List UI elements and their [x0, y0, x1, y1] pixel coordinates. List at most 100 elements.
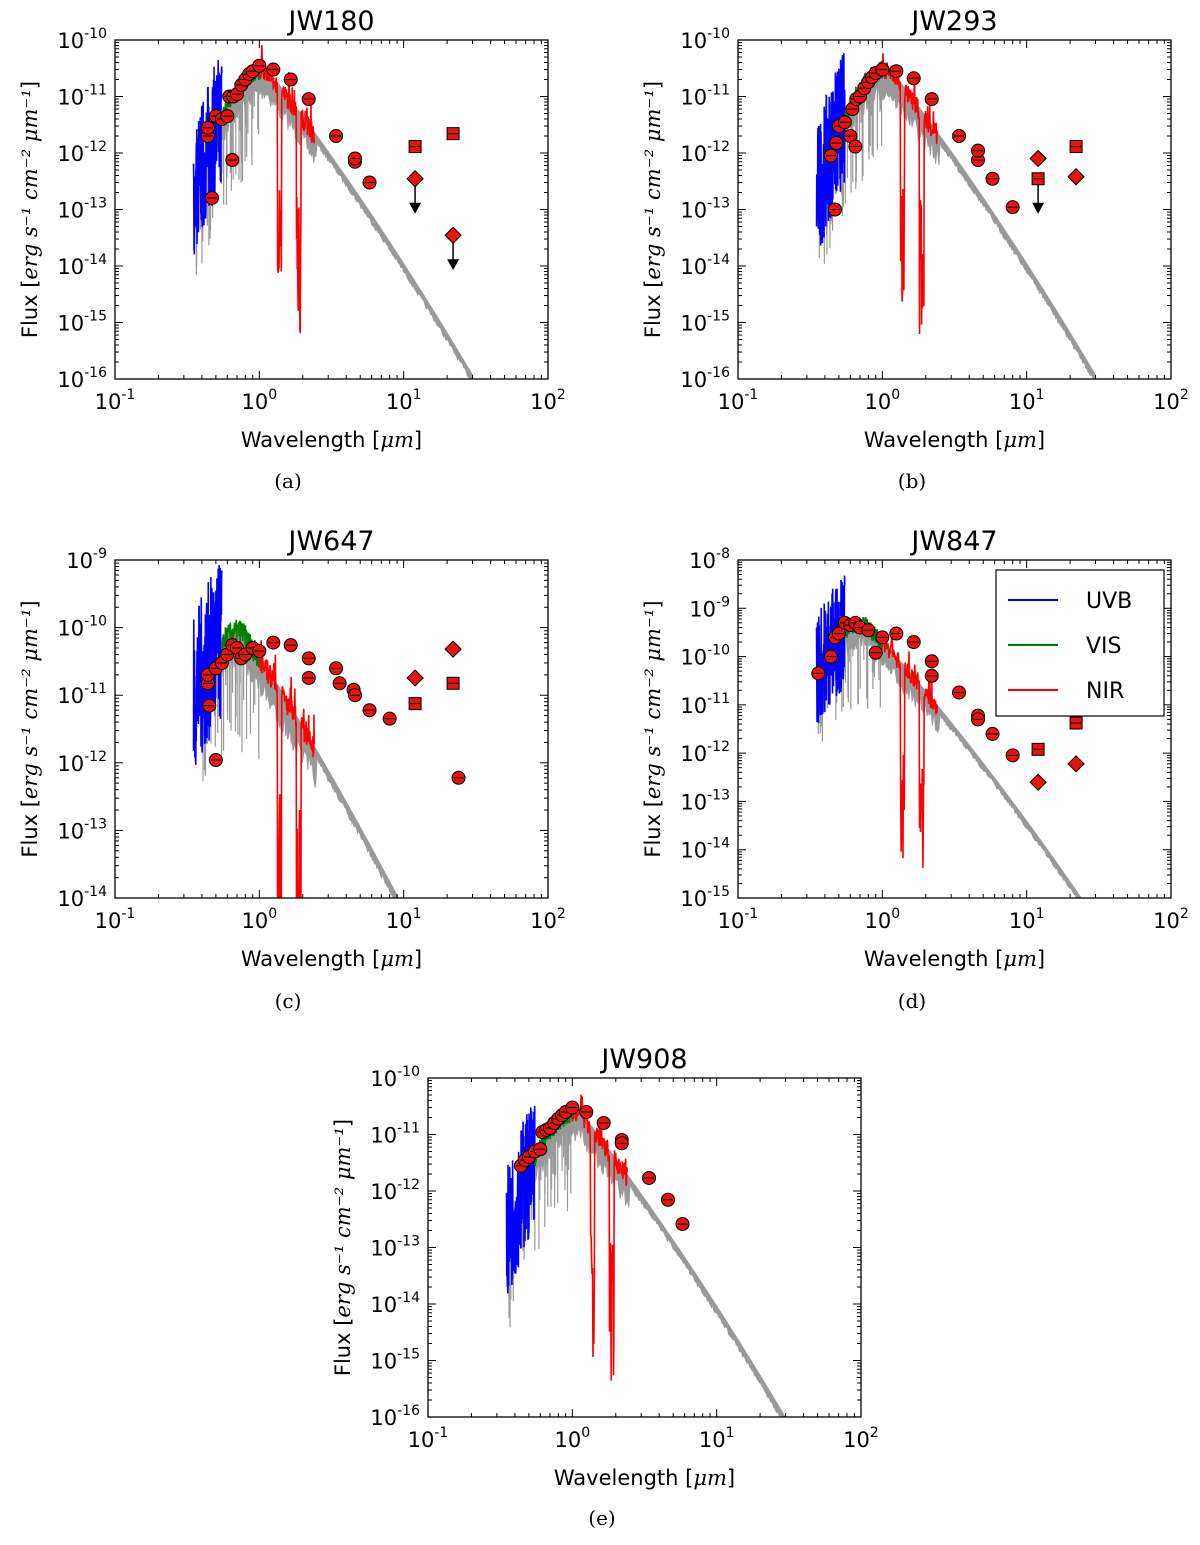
x-axis-label: Wavelength [μm]: [864, 428, 1045, 452]
model-sed-band: [816, 66, 1097, 379]
panel-e: 10-1 100 101 102 10-16 10-15 10-14 10-13 10-12 10…: [331, 1044, 879, 1530]
y-tick-label: 10-15: [680, 884, 730, 911]
spectrum-uvb: [192, 564, 223, 765]
y-tick-label: 10-14: [57, 252, 107, 279]
y-tick-label: 10-11: [370, 1121, 420, 1148]
y-tick-label: 10-15: [370, 1347, 420, 1374]
y-axis-label: Flux [erg s⁻¹ cm⁻² μm⁻¹]: [18, 600, 42, 857]
y-tick-label: 10-16: [370, 1403, 420, 1430]
spectrum-nir: [881, 634, 939, 868]
y-tick-label: 10-14: [370, 1290, 420, 1317]
y-tick-label: 10-13: [680, 787, 730, 814]
panel-caption: (b): [898, 469, 926, 493]
x-tick-label: 102: [843, 1425, 879, 1452]
y-tick-label: 10-11: [680, 691, 730, 718]
y-tick-label: 10-15: [680, 309, 730, 336]
panel-caption: (d): [898, 989, 926, 1013]
y-tick-label: 10-13: [57, 816, 107, 843]
y-axis-label: Flux [erg s⁻¹ cm⁻² μm⁻¹]: [641, 81, 665, 338]
x-tick-label: 100: [865, 906, 901, 933]
y-tick-label: 10-12: [57, 749, 107, 776]
x-tick-label: 101: [386, 387, 422, 414]
y-tick-label: 10-14: [680, 252, 730, 279]
x-tick-label: 102: [530, 387, 566, 414]
y-tick-label: 10-8: [689, 546, 730, 573]
x-tick-label: 101: [386, 906, 422, 933]
photometry-diamond: [406, 669, 424, 687]
legend: UVB VIS NIR: [995, 569, 1165, 717]
x-tick-label: 101: [1009, 906, 1045, 933]
model-sed-band: [506, 1108, 786, 1417]
photometry-diamond: [1067, 168, 1085, 186]
x-axis-label: Wavelength [μm]: [554, 1466, 735, 1490]
plot-area: [192, 564, 466, 898]
y-tick-label: 10-10: [680, 643, 730, 670]
y-tick-label: 10-12: [57, 139, 107, 166]
axes-frame: [114, 39, 549, 380]
x-tick-label: 10-1: [718, 387, 759, 414]
photometry-diamond: [1067, 755, 1085, 773]
x-axis-label: Wavelength [μm]: [241, 428, 422, 452]
photometry-diamond: [444, 226, 462, 244]
y-tick-label: 10-9: [66, 546, 107, 573]
panel-a: 10-1 100 101 102 10-16 10-15 10-14 10-13 10-12 10…: [18, 6, 566, 493]
photometry-diamond: [444, 640, 462, 658]
y-tick-label: 10-10: [680, 26, 730, 53]
plot-area: [811, 575, 1085, 898]
x-tick-label: 100: [242, 906, 278, 933]
y-tick-label: 10-12: [370, 1177, 420, 1204]
x-tick-label: 101: [1009, 387, 1045, 414]
panel-title: JW908: [599, 1044, 687, 1075]
axes-frame: [737, 39, 1172, 380]
y-tick-label: 10-10: [370, 1064, 420, 1091]
legend-label-vis: VIS: [1086, 634, 1122, 659]
axes-frame: [737, 559, 1172, 899]
panel-title: JW647: [286, 526, 374, 557]
x-tick-label: 100: [242, 387, 278, 414]
y-axis-label: Flux [erg s⁻¹ cm⁻² μm⁻¹]: [18, 81, 42, 338]
upper-limit-arrow: [409, 202, 422, 214]
plot-area: [505, 1094, 786, 1417]
y-tick-label: 10-13: [680, 196, 730, 223]
panel-caption: (c): [275, 989, 302, 1013]
axes-frame: [427, 1077, 862, 1418]
y-tick-label: 10-11: [57, 83, 107, 110]
x-tick-label: 100: [555, 1425, 591, 1452]
panel-b: 10-1 100 101 102 10-16 10-15 10-14 10-13 10-12 10…: [641, 6, 1189, 493]
y-tick-label: 10-13: [370, 1234, 420, 1261]
y-tick-label: 10-12: [680, 139, 730, 166]
y-tick-label: 10-10: [57, 26, 107, 53]
x-tick-label: 102: [530, 906, 566, 933]
photometry-diamond: [1029, 773, 1047, 791]
plot-area: [192, 44, 474, 379]
plot-area: [815, 53, 1097, 379]
x-tick-label: 10-1: [95, 906, 136, 933]
y-tick-label: 10-9: [689, 594, 730, 621]
upper-limit-arrow: [1032, 202, 1045, 214]
spectrum-uvb: [815, 53, 846, 246]
x-tick-label: 101: [699, 1425, 735, 1452]
y-tick-label: 10-12: [680, 739, 730, 766]
legend-label-nir: NIR: [1086, 679, 1124, 704]
y-axis-label: Flux [erg s⁻¹ cm⁻² μm⁻¹]: [641, 600, 665, 857]
legend-label-uvb: UVB: [1086, 589, 1132, 614]
x-axis-label: Wavelength [μm]: [864, 947, 1045, 971]
spectrum-nir: [258, 640, 316, 898]
spectrum-uvb: [505, 1105, 536, 1294]
x-tick-label: 102: [1153, 906, 1189, 933]
upper-limit-arrow: [447, 259, 460, 271]
panel-caption: (e): [588, 1506, 615, 1530]
y-tick-label: 10-14: [57, 884, 107, 911]
photometry-diamond: [406, 170, 424, 188]
x-tick-label: 102: [1153, 387, 1189, 414]
panel-title: JW293: [909, 6, 997, 37]
y-tick-label: 10-11: [680, 83, 730, 110]
x-tick-label: 100: [865, 387, 901, 414]
photometry-diamond: [1029, 149, 1047, 168]
y-tick-label: 10-10: [57, 614, 107, 641]
y-tick-label: 10-13: [57, 196, 107, 223]
x-axis-label: Wavelength [μm]: [241, 947, 422, 971]
panel-c: 10-1 100 101 102 10-14 10-13 10-12 10-11 10-10 10…: [18, 526, 566, 1013]
legend-box: [995, 569, 1165, 717]
